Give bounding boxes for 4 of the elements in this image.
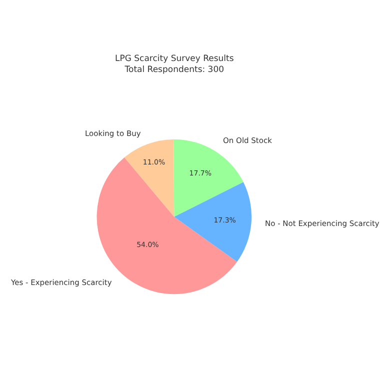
- pie-slice: [174, 182, 252, 262]
- chart-subtitle: Total Respondents: 300: [124, 65, 224, 76]
- chart-title: LPG Scarcity Survey Results: [115, 54, 234, 64]
- pie-slice: [124, 139, 174, 217]
